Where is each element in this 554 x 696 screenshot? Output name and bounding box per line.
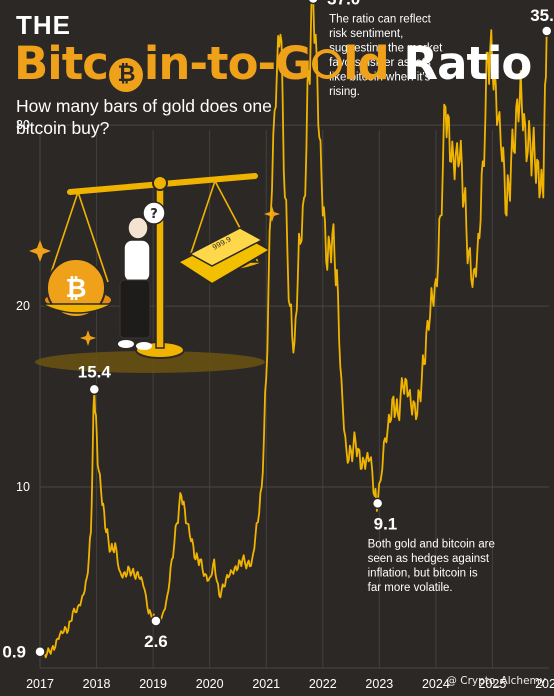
person-legs xyxy=(119,279,151,339)
y-axis: 10 20 30 xyxy=(16,118,30,494)
annotation-value-label: 0.9 xyxy=(2,643,26,662)
annotation-marker xyxy=(88,383,101,396)
annotation-marker xyxy=(307,0,319,5)
annotation-note-line: favors riskier assets xyxy=(329,57,431,69)
annotation-value-label: 2.6 xyxy=(144,632,168,651)
annotation-marker xyxy=(371,497,384,510)
annotation-note-line: seen as hedges against xyxy=(368,553,490,565)
x-tick-label: 2022 xyxy=(309,677,337,691)
x-tick-label: 2023 xyxy=(365,677,393,691)
annotations: 0.9 15.4 2.6 37.0 The ratio can reflect risk … xyxy=(2,0,554,662)
right-string-1 xyxy=(187,180,216,263)
annotation-value-label: 9.1 xyxy=(374,514,398,533)
x-tick-label: 2024 xyxy=(422,677,450,691)
title: Bitc ₿ in-to-G ld Ratio xyxy=(14,36,532,92)
x-tick-label: 2026 xyxy=(535,677,554,691)
y-tick-label: 30 xyxy=(16,118,30,132)
person-shoe-right xyxy=(136,342,152,350)
chart-grid xyxy=(39,124,549,669)
watermark: @ Crypto_Alchemy xyxy=(446,675,546,687)
annotation-note: The ratio can reflect risk sentiment, sugg… xyxy=(329,13,443,98)
annotation-value-label: 37.0 xyxy=(327,0,360,8)
annotation-note-line: far more volatile. xyxy=(368,582,453,594)
title-part-2: in-to-G xyxy=(143,37,312,90)
annotation-note-line: The ratio can reflect xyxy=(329,13,431,25)
scale-pivot xyxy=(152,175,168,191)
annotation-note-line: risk sentiment, xyxy=(329,28,403,40)
person-shoe-left xyxy=(118,340,134,348)
annotation-marker xyxy=(150,615,162,627)
annotation-note-line: rising. xyxy=(329,86,360,98)
gold-o-icon xyxy=(312,49,343,79)
x-tick-label: 2019 xyxy=(139,677,167,691)
bitcoin-o-icon: ₿ xyxy=(108,58,143,92)
subtitle: How many bars of gold does one bitcoin b… xyxy=(16,96,272,138)
title-part-1: Bitc xyxy=(14,37,109,90)
annotation-note-line: suggesting the market xyxy=(329,42,443,54)
title-part-4: Ratio xyxy=(403,37,532,90)
left-string-1 xyxy=(47,191,79,283)
annotation-marker xyxy=(34,645,46,658)
x-tick-label: 2017 xyxy=(26,677,54,691)
sparkle-icon xyxy=(29,240,51,262)
annotation-marker xyxy=(540,25,553,37)
gold-dust xyxy=(35,351,265,373)
left-pan xyxy=(41,303,113,314)
sparkle-icon xyxy=(264,206,280,222)
bitcoin-coin xyxy=(46,258,106,318)
x-tick-label: 2025 xyxy=(479,677,507,691)
x-tick-label: 2020 xyxy=(196,677,224,691)
scale-illustration: ₿ 999.9 ? xyxy=(29,173,280,373)
thought-bubble xyxy=(142,201,166,225)
left-string-2 xyxy=(77,191,109,283)
y-tick-label: 10 xyxy=(16,480,30,494)
ratio-line xyxy=(39,0,548,659)
annotation-value-label: 15.4 xyxy=(78,362,112,381)
gold-bar-top xyxy=(188,227,264,267)
x-axis: 2017 2018 2019 2020 2021 2022 2023 2024 2025 2026 xyxy=(26,677,554,691)
annotation-note-line: inflation, but bitcoin is xyxy=(368,567,478,579)
x-tick-label: 2021 xyxy=(252,677,280,691)
title-prefix: THE xyxy=(16,10,71,40)
sparkle-icon xyxy=(80,330,96,346)
question-mark-icon: ? xyxy=(150,207,158,222)
annotation-note-line: Both gold and bitcoin are xyxy=(368,538,495,550)
bitcoin-icon: ₿ xyxy=(65,274,86,304)
person-body xyxy=(123,239,151,283)
title-part-3: ld xyxy=(343,37,390,90)
annotation-note-line: like bitcoin when it's xyxy=(329,71,431,83)
y-tick-label: 20 xyxy=(16,299,30,313)
annotation-value-label: 35.2 xyxy=(530,6,554,25)
annotation-note: Both gold and bitcoin are seen as hedges … xyxy=(368,538,495,594)
x-tick-label: 2018 xyxy=(83,677,111,691)
